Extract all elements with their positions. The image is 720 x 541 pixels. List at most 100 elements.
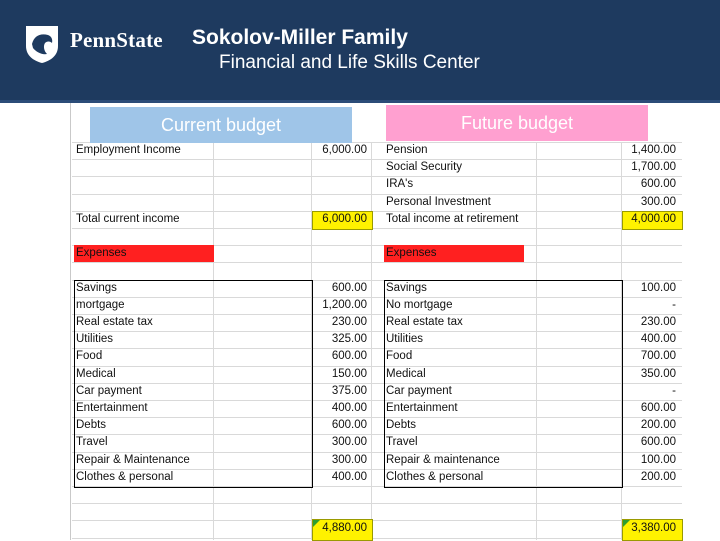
future-expense-label: Clothes & personal: [386, 470, 484, 483]
future-expenses-header: [384, 245, 524, 263]
current-expense-value: 600.00: [331, 419, 367, 432]
tab-current-budget[interactable]: Current budget: [90, 107, 352, 143]
current-expense-label: Utilities: [76, 333, 114, 346]
grid-line: [72, 279, 682, 281]
future-total-income-label: Total income at retirement: [386, 212, 519, 225]
spreadsheet: Employment Income 6,000.00 Total current i…: [70, 103, 683, 541]
grid-line: [213, 142, 214, 540]
current-expense-value: 375.00: [331, 384, 367, 397]
future-expense-label: Entertainment: [386, 402, 458, 414]
current-expenses-label: Expenses: [76, 247, 127, 260]
grid-line: [72, 262, 682, 264]
current-expense-label: Savings: [76, 281, 117, 294]
current-expense-label: Debts: [76, 419, 107, 432]
grid-line: [72, 193, 682, 195]
current-expense-value: 1,200.00: [322, 298, 367, 311]
future-total-income-value: 4,000.00: [631, 212, 676, 225]
future-expense-label: Savings: [386, 281, 427, 294]
future-income-value: 600.00: [640, 178, 676, 191]
current-expense-value: 325.00: [331, 333, 367, 346]
current-income-label: Employment Income: [76, 144, 181, 156]
grid-line: [72, 434, 682, 436]
grid-line: [72, 176, 682, 178]
future-income-value: 1,400.00: [631, 144, 676, 156]
grid-line: [72, 468, 682, 470]
future-expense-table: [384, 279, 623, 488]
future-expense-label: Real estate tax: [386, 316, 463, 328]
page-title: Sokolov-Miller Family: [192, 26, 408, 49]
future-expense-label: Repair & maintenance: [386, 453, 500, 466]
current-expense-value: 300.00: [331, 453, 367, 466]
future-income-value: 300.00: [640, 195, 676, 208]
grid-line: [536, 142, 537, 540]
grid-line: [72, 228, 682, 229]
current-expense-table: [74, 279, 313, 488]
grid-line: [72, 451, 682, 453]
current-expense-label: Entertainment: [76, 402, 148, 414]
future-expense-label: Car payment: [386, 384, 452, 397]
current-total-income-label: Total current income: [76, 212, 180, 225]
future-expense-label: Debts: [386, 419, 417, 432]
page-subtitle: Financial and Life Skills Center: [219, 52, 480, 73]
future-expense-value: 100.00: [640, 453, 676, 466]
current-expense-label: Real estate tax: [76, 316, 153, 328]
current-total-income-highlight: [312, 210, 373, 230]
future-expense-value: 100.00: [640, 281, 676, 294]
future-expense-value: 400.00: [640, 333, 676, 346]
grid-line: [72, 486, 682, 487]
future-expense-value: 200.00: [640, 419, 676, 432]
current-total-income-value: 6,000.00: [322, 212, 367, 225]
future-expense-value: 600.00: [640, 436, 676, 449]
current-expense-label: Medical: [76, 367, 116, 380]
future-expense-value: 230.00: [640, 316, 676, 328]
grid-line: [72, 503, 682, 505]
grid-line: [72, 159, 682, 161]
future-expense-value: -: [672, 384, 676, 397]
future-expense-value: 700.00: [640, 350, 676, 363]
future-expense-total-value: 3,380.00: [631, 522, 676, 534]
tab-future-budget[interactable]: Future budget: [386, 105, 648, 141]
grid-line: [72, 314, 682, 315]
grid-line: [72, 296, 682, 298]
future-expense-label: Food: [386, 350, 413, 363]
future-income-label: IRA's: [386, 178, 414, 191]
header-banner: PennState Sokolov-Miller Family Financia…: [0, 0, 720, 103]
current-expense-value: 600.00: [331, 281, 367, 294]
current-expense-label: Food: [76, 350, 103, 363]
grid-line: [72, 348, 682, 350]
future-income-label: Social Security: [386, 161, 463, 174]
grid-line: [72, 210, 682, 212]
current-expense-total-marker: [313, 520, 320, 527]
current-expense-value: 600.00: [331, 350, 367, 363]
grid-line: [72, 400, 682, 401]
current-expense-label: Car payment: [76, 384, 142, 397]
current-expense-value: 400.00: [331, 402, 367, 414]
grid-line: [72, 417, 682, 419]
grid-line: [72, 537, 682, 539]
brand-name: PennState: [70, 28, 163, 52]
grid-line: [72, 365, 682, 367]
current-expense-label: mortgage: [76, 298, 125, 311]
current-expense-label: Repair & Maintenance: [76, 453, 190, 466]
current-expense-value: 300.00: [331, 436, 367, 449]
future-expense-value: 350.00: [640, 367, 676, 380]
grid-line: [371, 142, 372, 540]
future-expense-label: Medical: [386, 367, 426, 380]
current-income-value: 6,000.00: [322, 144, 367, 156]
current-expense-value: 400.00: [331, 470, 367, 483]
current-expenses-header: [74, 245, 214, 263]
grid-line: [311, 142, 312, 540]
current-expense-value: 230.00: [331, 316, 367, 328]
current-expense-total-value: 4,880.00: [322, 522, 367, 534]
grid-line: [72, 520, 682, 522]
future-income-label: Personal Investment: [386, 195, 491, 208]
current-expense-value: 150.00: [331, 367, 367, 380]
future-expense-label: Travel: [386, 436, 418, 449]
grid-line: [72, 142, 682, 143]
future-expense-value: 600.00: [640, 402, 676, 414]
current-expense-label: Travel: [76, 436, 108, 449]
future-income-label: Pension: [386, 144, 428, 156]
future-expense-value: 200.00: [640, 470, 676, 483]
future-expenses-label: Expenses: [386, 247, 437, 260]
grid-line: [72, 331, 682, 333]
